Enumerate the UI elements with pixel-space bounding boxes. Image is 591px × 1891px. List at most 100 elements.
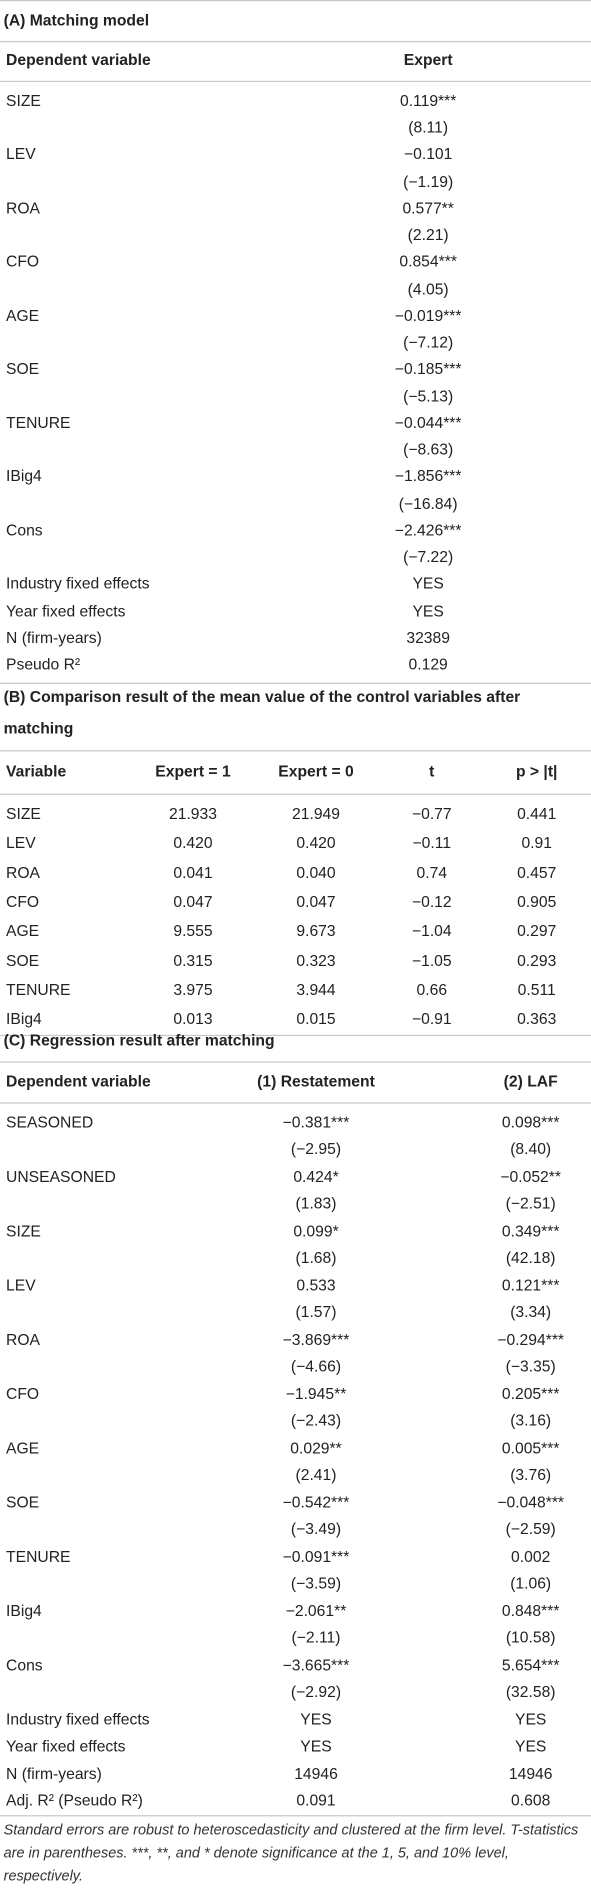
cell: −0.044***: [394, 413, 462, 432]
cell: 0.205***: [501, 1384, 560, 1403]
cell: 0.424*: [293, 1167, 339, 1186]
cell: 0.121***: [501, 1275, 560, 1295]
cell: (−4.66): [290, 1357, 342, 1376]
cell: 0.013: [173, 1009, 213, 1028]
panel-title: (A) Matching model: [3, 10, 150, 29]
column-header: Expert = 0: [278, 762, 354, 781]
cell: YES: [514, 1709, 547, 1729]
cell: 0.533: [296, 1275, 336, 1295]
cell: 14946: [294, 1764, 338, 1783]
cell: −0.185***: [394, 359, 462, 378]
cell: (−5.13): [403, 386, 454, 405]
cell: 5.654***: [501, 1655, 560, 1674]
cell: 21.933: [168, 804, 217, 823]
row-label: AGE: [6, 921, 40, 940]
cell: (1.68): [295, 1248, 337, 1267]
cell: 0.129: [408, 654, 448, 674]
cell: (2.41): [295, 1465, 337, 1484]
cell: −0.381***: [282, 1113, 350, 1132]
cell: 0.041: [173, 863, 213, 882]
rule: [0, 750, 591, 752]
column-header: Dependent variable: [6, 50, 151, 69]
cell: −2.426***: [394, 520, 462, 539]
cell: 21.949: [292, 804, 340, 823]
panel-title: (C) Regression result after matching: [3, 1031, 275, 1050]
cell: −0.091***: [282, 1547, 350, 1566]
cell: 0.002: [511, 1547, 551, 1566]
rule: [0, 793, 591, 795]
cell: −0.048***: [497, 1492, 565, 1512]
cell: (3.76): [510, 1465, 552, 1484]
rule: [0, 1815, 591, 1817]
footnote: Standard errors are robust to heterosced…: [3, 1821, 579, 1884]
cell: 0.441: [517, 804, 557, 823]
cell: 0.420: [173, 833, 213, 852]
cell: −0.542***: [282, 1492, 350, 1512]
cell: −0.12: [411, 892, 452, 911]
cell: 0.323: [296, 951, 336, 970]
cell: (−16.84): [398, 494, 458, 513]
cell: (−2.51): [505, 1194, 556, 1213]
column-header: Expert: [403, 50, 453, 69]
row-label: CFO: [6, 892, 40, 911]
row-label: IBig4: [6, 1009, 42, 1028]
cell: −0.052**: [500, 1167, 561, 1186]
row-label: SOE: [6, 951, 40, 970]
cell: (42.18): [505, 1248, 556, 1267]
row-label: AGE: [6, 1438, 40, 1457]
row-label: TENURE: [6, 413, 71, 432]
row-label: TENURE: [6, 1547, 71, 1566]
cell: (−3.35): [505, 1357, 556, 1376]
cell: 0.848***: [501, 1601, 560, 1620]
cell: 0.047: [296, 892, 336, 911]
cell: 14946: [508, 1764, 553, 1783]
row-label: CFO: [6, 1384, 40, 1403]
row-label: SIZE: [6, 91, 41, 110]
cell: 0.047: [173, 892, 213, 911]
cell: 0.854***: [399, 252, 457, 271]
cell: 0.040: [296, 863, 336, 882]
row-label: IBig4: [6, 467, 42, 486]
cell: YES: [300, 1709, 332, 1729]
cell: (−7.22): [403, 547, 454, 566]
cell: −2.061**: [285, 1601, 347, 1620]
cell: −1.04: [411, 921, 452, 940]
cell: (4.05): [407, 279, 449, 298]
rule: [0, 1034, 591, 1037]
cell: (8.40): [510, 1140, 552, 1159]
row-label: SIZE: [6, 1221, 41, 1240]
row-label: TENURE: [6, 980, 71, 999]
row-label: AGE: [6, 306, 40, 325]
cell: 0.005***: [501, 1438, 560, 1457]
row-label: LEV: [6, 145, 36, 164]
row-label: N (firm-years): [6, 628, 102, 647]
cell: 0.66: [416, 980, 448, 999]
cell: 0.099*: [293, 1221, 339, 1240]
cell: (3.16): [510, 1411, 552, 1430]
cell: 0.420: [296, 833, 336, 852]
column-header: t: [429, 762, 435, 781]
row-label: ROA: [6, 1330, 41, 1349]
cell: (2.21): [407, 225, 449, 244]
cell: 0.029**: [290, 1438, 342, 1457]
cell: 3.975: [173, 980, 213, 999]
cell: −0.101: [403, 145, 453, 164]
row-label: ROA: [6, 198, 41, 218]
row-label: SIZE: [6, 804, 41, 823]
cell: −1.05: [411, 951, 452, 970]
cell: (−2.92): [290, 1682, 342, 1701]
column-header: Dependent variable: [6, 1072, 151, 1091]
row-label: Pseudo R²: [6, 654, 81, 674]
row-label: SOE: [6, 1492, 40, 1512]
cell: −3.869***: [282, 1330, 350, 1349]
rule: [0, 1102, 591, 1104]
row-label: ROA: [6, 863, 41, 882]
cell: 9.673: [296, 921, 336, 940]
cell: (8.11): [408, 118, 449, 137]
cell: 0.091: [296, 1791, 336, 1810]
row-label: LEV: [6, 833, 36, 852]
row-label: Cons: [6, 1655, 43, 1674]
cell: (1.57): [295, 1303, 337, 1322]
rule: [0, 682, 591, 684]
